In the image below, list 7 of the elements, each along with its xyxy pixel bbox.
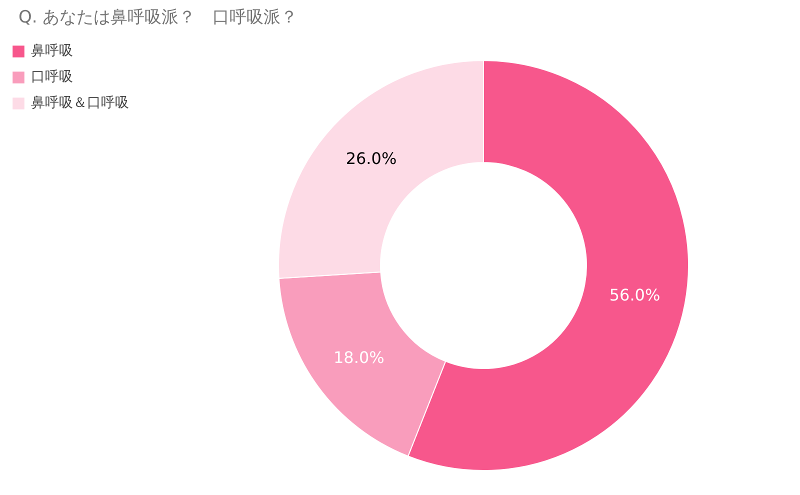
chart-title: Q. あなたは鼻呼吸派？ 口呼吸派？ <box>18 8 298 28</box>
legend-label: 鼻呼吸＆口呼吸 <box>31 94 129 112</box>
data-label: 18.0% <box>333 348 384 368</box>
data-label: 26.0% <box>346 148 397 168</box>
legend-label: 口呼吸 <box>31 68 73 86</box>
legend-label: 鼻呼吸 <box>31 42 73 60</box>
data-label: 56.0% <box>609 285 660 304</box>
